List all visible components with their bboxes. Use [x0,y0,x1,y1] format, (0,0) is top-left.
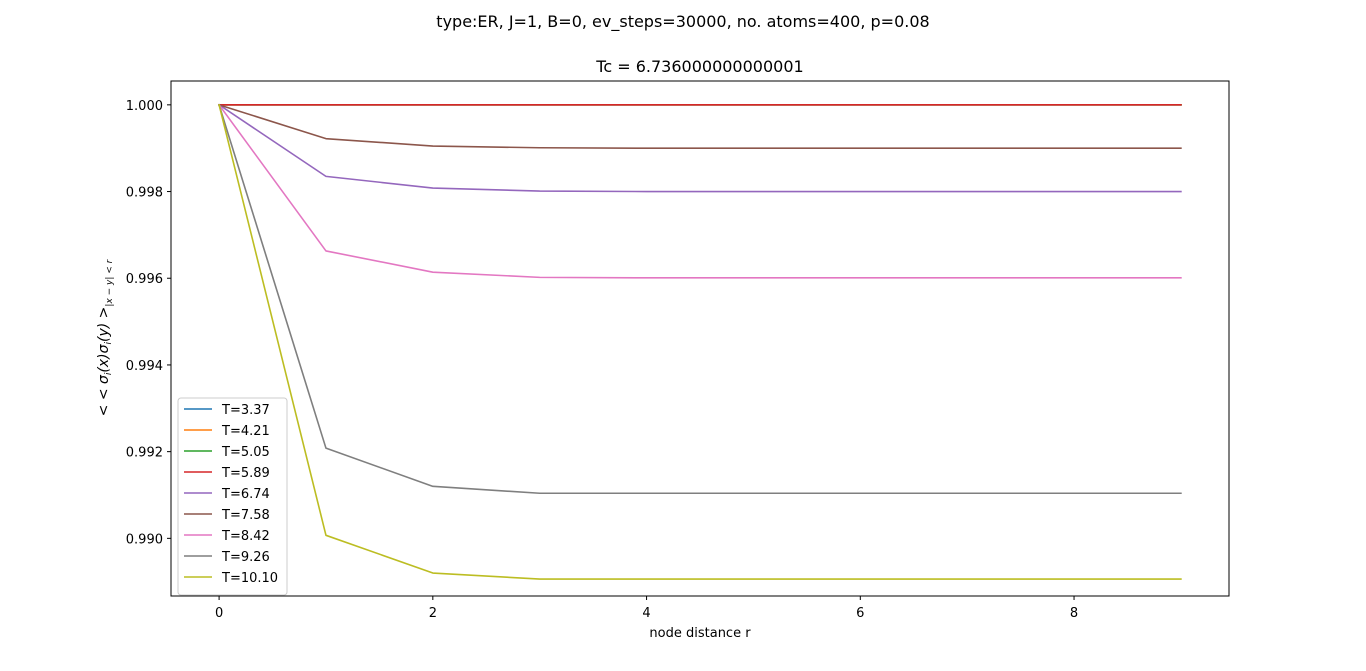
series-line-7 [218,103,1182,495]
y-label-index-x: i [104,372,114,375]
plot-frame [170,80,1230,597]
series-lines [217,103,1182,580]
legend-label-2: T=5.05 [221,445,270,460]
series-line-6 [217,103,1182,279]
legend-label-0: T=3.37 [221,403,270,418]
legend-label-4: T=6.74 [221,487,270,502]
y-label-arg-y: (y) [96,323,112,342]
series-line-5 [218,103,1182,149]
plot-area [171,81,1229,596]
y-tick-label: 0.996 [126,272,163,287]
x-tick-label: 6 [856,606,864,621]
legend: T=3.37 T=4.21 T=5.05 T=5.89 T=6.74 T=7.58 T=8.… [177,397,288,596]
y-axis-label: < < σi(x)σi(y) >|x − y| < r [96,258,115,416]
y-axis-ticks: 0.990 0.992 0.994 0.996 0.998 1.000 [126,99,171,547]
legend-label-8: T=10.10 [221,571,278,586]
y-label-suffix: > [96,307,112,323]
figure-suptitle: type:ER, J=1, B=0, ev_steps=30000, no. a… [436,12,929,32]
chart-title: Tc = 6.736000000000001 [595,57,803,76]
y-tick-label: 0.994 [126,359,163,374]
y-label-sigma-x: σ [96,374,112,384]
x-axis-ticks: 0 2 4 6 8 [215,596,1078,621]
series-line-8 [218,103,1182,580]
y-label-index-y: i [104,342,114,345]
y-label-arg-x: (x) [96,353,112,372]
x-axis-label: node distance r [649,626,751,641]
legend-label-3: T=5.89 [221,466,270,481]
legend-label-7: T=9.26 [221,550,270,565]
legend-label-5: T=7.58 [221,508,270,523]
x-tick-label: 8 [1070,606,1078,621]
legend-label-6: T=8.42 [221,529,270,544]
legend-label-1: T=4.21 [221,424,270,439]
x-tick-label: 0 [215,606,223,621]
x-tick-label: 2 [429,606,437,621]
x-tick-label: 4 [642,606,650,621]
y-label-subscript: |x − y| < r [105,258,115,306]
y-label-prefix: < < [96,384,112,416]
y-tick-label: 0.992 [126,446,163,461]
y-tick-label: 0.990 [126,532,163,547]
y-label-sigma-y: σ [96,343,112,353]
series-line-4 [217,103,1182,193]
legend-box [177,397,288,596]
y-tick-label: 1.000 [126,99,163,114]
y-tick-label: 0.998 [126,186,163,201]
